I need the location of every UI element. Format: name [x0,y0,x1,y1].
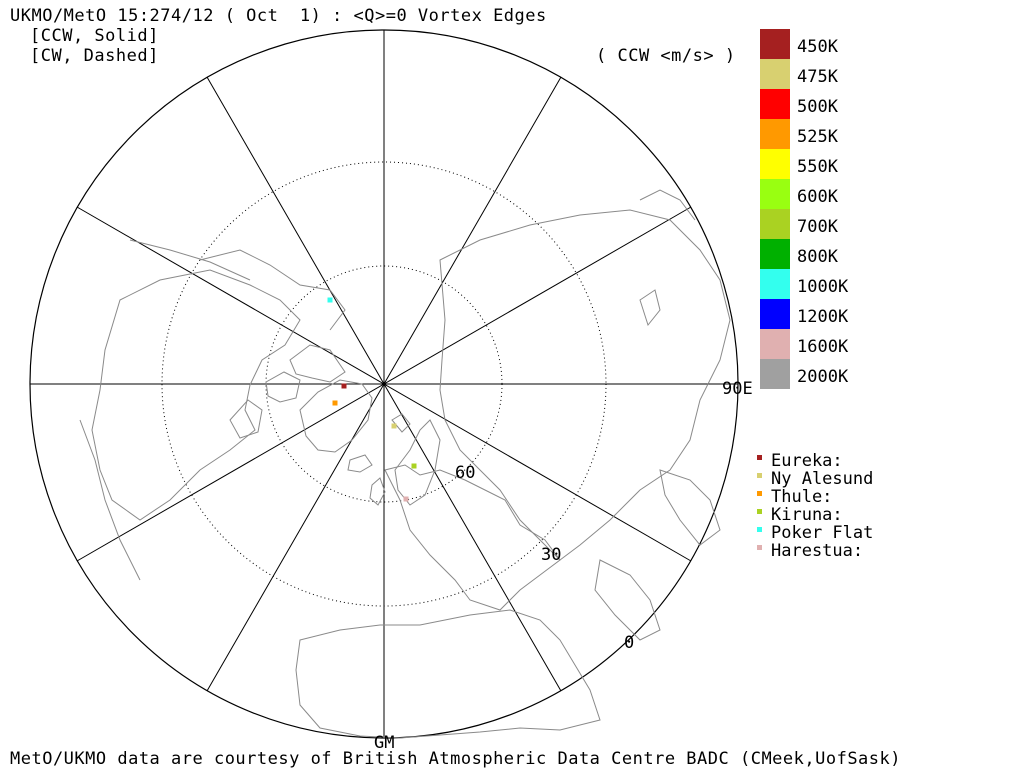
latitude-label-0: 0 [624,633,634,653]
legend-swatch [760,299,790,329]
site-marker-icon [757,473,762,478]
alaska-coast [199,249,346,331]
hudson-bay-coast [229,399,263,439]
legend-swatch [760,119,790,149]
legend-swatch [760,149,790,179]
legend-swatch [760,329,790,359]
legend-level-label: 600K [797,187,838,207]
japan-coast [639,289,661,327]
legend-swatch [760,239,790,269]
legend-level-label: 1200K [797,307,849,327]
north-america-coast [91,269,301,521]
legend-swatch [760,269,790,299]
coastlines [79,189,731,739]
greenland-coast [299,379,373,453]
legend-level-label: 800K [797,247,838,267]
legend-level-label: 700K [797,217,838,237]
cw-dashed-note: [CW, Dashed] [30,46,159,66]
canadian-archipelago-coast [265,371,301,403]
site-name-label: Eureka: [771,451,843,471]
latitude-label-30: 30 [541,545,561,565]
legend-swatch [760,209,790,239]
map-site-marker [341,383,347,389]
legend-level-label: 475K [797,67,838,87]
longitude-label-90e: 90E [722,379,753,399]
site-markers [327,297,417,502]
data-credit: MetO/UKMO data are courtesy of British A… [10,749,901,769]
legend-level-label: 2000K [797,367,849,387]
south-asia-coast [594,559,661,641]
asia-coast [639,189,696,221]
site-marker-icon [757,527,762,532]
map-site-marker [411,463,417,469]
great-britain-coast [369,477,386,506]
north-pole-dot [382,382,386,386]
ccw-solid-note: [CCW, Solid] [30,26,159,46]
site-name-label: Kiruna: [771,505,843,525]
legend-level-label: 1600K [797,337,849,357]
legend-level-label: 550K [797,157,838,177]
iceland-coast [347,454,373,473]
longitude-label-gm: GM [374,733,394,753]
legend-swatch [760,29,790,59]
map-site-marker [327,297,333,303]
plot-title: UKMO/MetO 15:274/12 ( Oct 1) : <Q>=0 Vor… [10,6,547,26]
svalbard-coast [391,413,411,433]
site-marker-icon [757,455,762,460]
legend-level-label: 500K [797,97,838,117]
legend-swatch [760,179,790,209]
legend-swatch [760,59,790,89]
units-label: ( CCW <m/s> ) [596,46,736,66]
site-marker-icon [757,545,762,550]
map-grid [29,29,739,739]
site-marker-icon [757,509,762,514]
legend-level-label: 1000K [797,277,849,297]
site-name-label: Ny Alesund [771,469,874,489]
canadian-archipelago-coast [289,344,346,383]
site-name-label: Harestua: [771,541,864,561]
south-asia-coast [659,469,721,546]
africa-coast [295,609,601,739]
north-america-coast [129,239,251,281]
map-site-marker [403,496,409,502]
legend-swatch [760,89,790,119]
asia-coast [439,209,731,561]
legend-level-label: 450K [797,37,838,57]
scandinavia-coast [394,419,441,506]
site-name-label: Thule: [771,487,833,507]
latitude-label-60: 60 [455,463,475,483]
legend-swatch [760,359,790,389]
map-site-marker [391,423,397,429]
map-site-marker [332,400,338,406]
site-name-label: Poker Flat [771,523,874,543]
central-america-coast [79,419,141,581]
site-marker-icon [757,491,762,496]
legend-level-label: 525K [797,127,838,147]
